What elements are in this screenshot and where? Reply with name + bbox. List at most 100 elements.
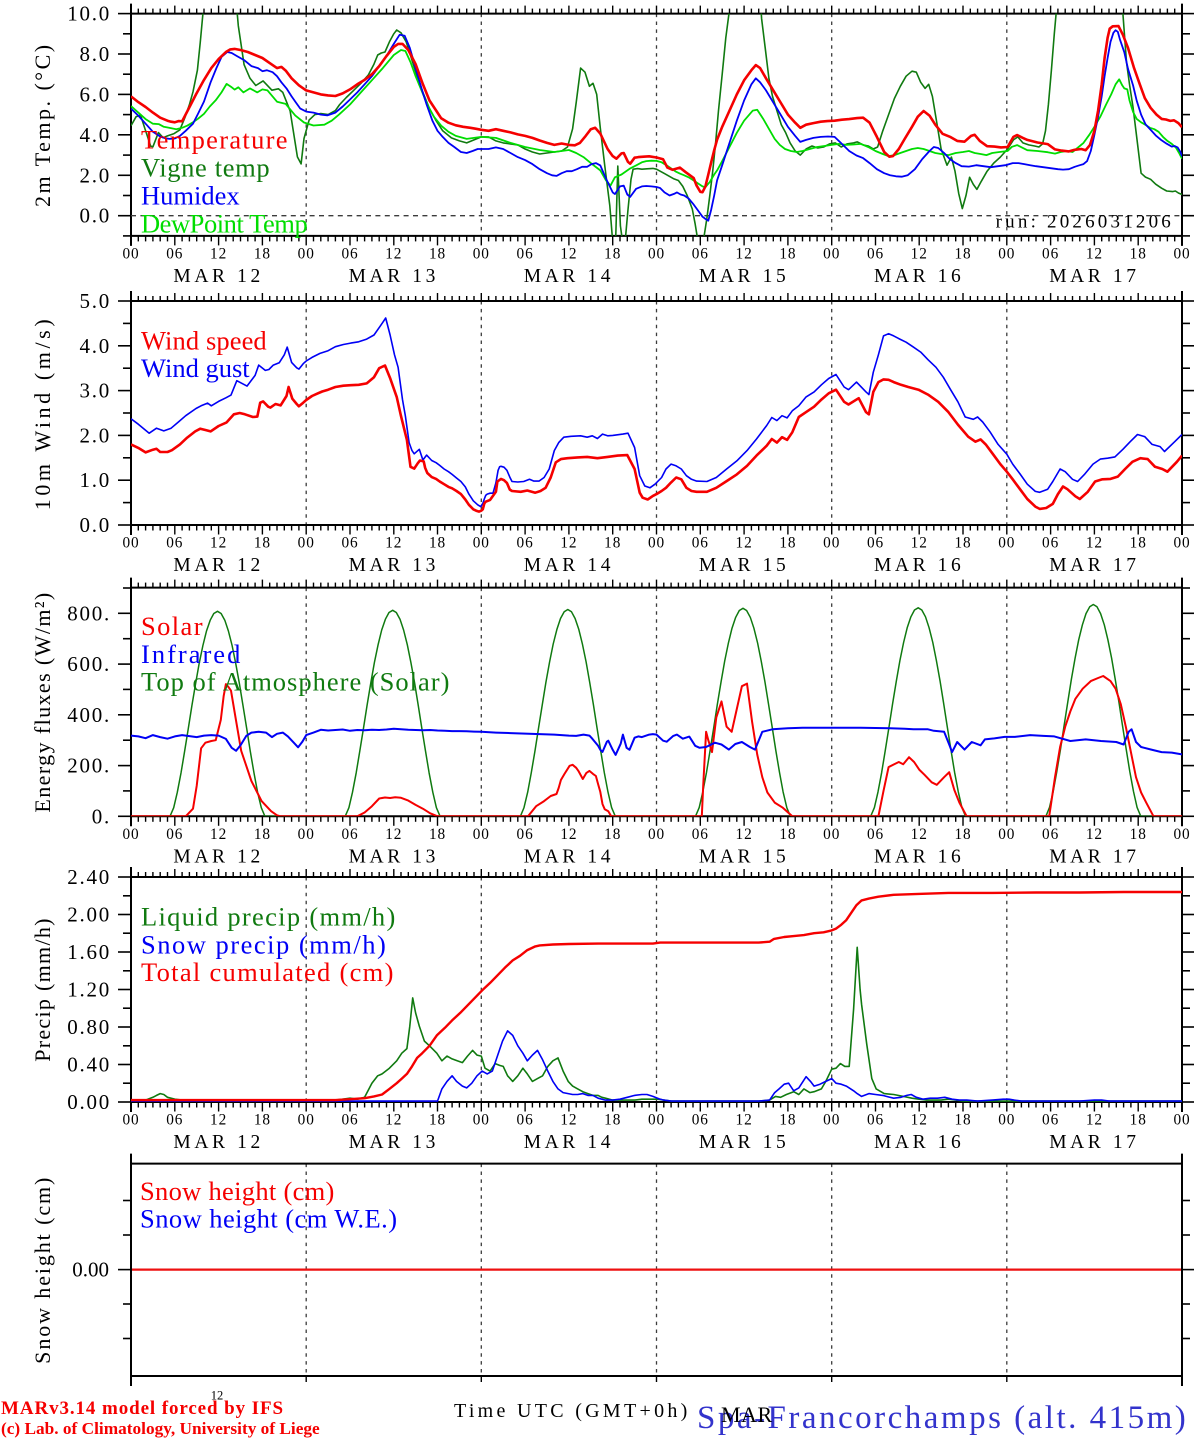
svg-text:Temperature: Temperature — [141, 125, 289, 155]
svg-text:MAR 16: MAR 16 — [874, 846, 964, 867]
svg-text:00: 00 — [473, 826, 490, 843]
svg-text:Energy fluxes (W/m²): Energy fluxes (W/m²) — [30, 591, 55, 812]
svg-text:Precip (mm/h): Precip (mm/h) — [30, 917, 55, 1062]
svg-text:12: 12 — [560, 535, 577, 552]
svg-text:00: 00 — [1173, 246, 1190, 263]
svg-text:00: 00 — [473, 535, 490, 552]
svg-text:0.40: 0.40 — [67, 1053, 111, 1077]
svg-text:00: 00 — [648, 826, 665, 843]
svg-text:2.0: 2.0 — [80, 423, 112, 447]
svg-text:12: 12 — [736, 1112, 753, 1129]
svg-text:18: 18 — [954, 535, 971, 552]
svg-text:12: 12 — [560, 826, 577, 843]
svg-text:00: 00 — [998, 535, 1015, 552]
svg-text:06: 06 — [692, 535, 709, 552]
svg-text:12: 12 — [210, 535, 227, 552]
svg-text:MAR 12: MAR 12 — [173, 266, 263, 287]
svg-text:18: 18 — [1130, 826, 1147, 843]
svg-text:00: 00 — [122, 246, 139, 263]
svg-text:0.00: 0.00 — [72, 1258, 109, 1282]
svg-text:0.80: 0.80 — [67, 1015, 111, 1039]
svg-text:12: 12 — [1086, 1112, 1103, 1129]
svg-text:MAR 14: MAR 14 — [524, 555, 614, 576]
svg-text:Top of Atmosphere (Solar): Top of Atmosphere (Solar) — [141, 667, 450, 697]
svg-text:Snow height (cm W.E.): Snow height (cm W.E.) — [140, 1204, 398, 1234]
svg-text:06: 06 — [1042, 826, 1059, 843]
svg-text:00: 00 — [298, 535, 315, 552]
svg-text:MAR 13: MAR 13 — [349, 266, 439, 287]
svg-text:06: 06 — [1042, 535, 1059, 552]
svg-text:12: 12 — [1086, 535, 1103, 552]
svg-text:00: 00 — [473, 246, 490, 263]
svg-text:06: 06 — [517, 246, 534, 263]
svg-text:18: 18 — [604, 535, 621, 552]
svg-text:Liquid precip (mm/h): Liquid precip (mm/h) — [141, 902, 397, 932]
svg-text:06: 06 — [166, 246, 183, 263]
svg-text:MAR 15: MAR 15 — [699, 266, 789, 287]
svg-text:06: 06 — [517, 535, 534, 552]
svg-text:18: 18 — [779, 1112, 796, 1129]
svg-text:12: 12 — [911, 535, 928, 552]
svg-text:MAR 17: MAR 17 — [1049, 1132, 1139, 1153]
svg-text:MAR 15: MAR 15 — [699, 1132, 789, 1153]
svg-text:MAR 13: MAR 13 — [349, 1132, 439, 1153]
svg-text:Infrared: Infrared — [141, 639, 242, 669]
svg-text:06: 06 — [867, 1112, 884, 1129]
svg-text:MAR 14: MAR 14 — [524, 266, 614, 287]
svg-text:06: 06 — [166, 1112, 183, 1129]
svg-text:MAR 12: MAR 12 — [173, 846, 263, 867]
svg-text:200.: 200. — [67, 754, 111, 778]
svg-text:00: 00 — [122, 535, 139, 552]
svg-text:Solar: Solar — [141, 611, 204, 641]
svg-text:MAR 13: MAR 13 — [349, 555, 439, 576]
svg-text:00: 00 — [122, 1112, 139, 1129]
svg-text:06: 06 — [1042, 246, 1059, 263]
svg-text:Snow height (cm): Snow height (cm) — [140, 1176, 335, 1206]
svg-text:00: 00 — [823, 1112, 840, 1129]
svg-text:12: 12 — [385, 535, 402, 552]
svg-text:06: 06 — [341, 826, 358, 843]
svg-text:06: 06 — [692, 826, 709, 843]
svg-text:18: 18 — [954, 1112, 971, 1129]
svg-text:00: 00 — [648, 246, 665, 263]
svg-text:MAR 16: MAR 16 — [874, 555, 964, 576]
svg-text:06: 06 — [166, 826, 183, 843]
svg-text:8.0: 8.0 — [80, 42, 112, 66]
svg-text:12: 12 — [385, 1112, 402, 1129]
svg-text:(c) Lab. of Climatology, Unive: (c) Lab. of Climatology, University of L… — [1, 1419, 320, 1438]
svg-text:12: 12 — [736, 535, 753, 552]
svg-text:00: 00 — [998, 1112, 1015, 1129]
svg-text:MAR 14: MAR 14 — [524, 846, 614, 867]
svg-text:DewPoint Temp: DewPoint Temp — [141, 209, 307, 239]
svg-text:18: 18 — [254, 1112, 271, 1129]
svg-text:Spa-Francorchamps (alt. 415m): Spa-Francorchamps (alt. 415m) — [697, 1400, 1188, 1436]
svg-text:10m Wind (m/s): 10m Wind (m/s) — [30, 316, 55, 511]
svg-text:00: 00 — [122, 826, 139, 843]
svg-text:12: 12 — [1086, 826, 1103, 843]
svg-text:MAR 15: MAR 15 — [699, 555, 789, 576]
svg-text:3.0: 3.0 — [80, 379, 112, 403]
svg-text:MAR 16: MAR 16 — [874, 266, 964, 287]
svg-text:18: 18 — [779, 535, 796, 552]
svg-text:06: 06 — [1042, 1112, 1059, 1129]
svg-text:MAR 12: MAR 12 — [173, 555, 263, 576]
svg-text:00: 00 — [1173, 826, 1190, 843]
svg-text:12: 12 — [911, 826, 928, 843]
svg-text:2.40: 2.40 — [67, 865, 111, 889]
svg-text:MAR 16: MAR 16 — [874, 1132, 964, 1153]
svg-text:Total cumulated (cm): Total cumulated (cm) — [141, 957, 395, 987]
svg-text:06: 06 — [692, 1112, 709, 1129]
svg-text:800.: 800. — [67, 601, 111, 625]
svg-text:2m Temp. (°C): 2m Temp. (°C) — [30, 42, 55, 207]
svg-text:00: 00 — [823, 826, 840, 843]
svg-text:600.: 600. — [67, 652, 111, 676]
svg-text:1.20: 1.20 — [67, 978, 111, 1002]
svg-text:18: 18 — [429, 1112, 446, 1129]
svg-text:12: 12 — [210, 826, 227, 843]
svg-text:12: 12 — [210, 246, 227, 263]
svg-text:MAR 12: MAR 12 — [173, 1132, 263, 1153]
svg-text:12: 12 — [211, 1389, 224, 1403]
svg-text:00: 00 — [998, 826, 1015, 843]
svg-text:00: 00 — [1173, 535, 1190, 552]
svg-text:18: 18 — [779, 246, 796, 263]
